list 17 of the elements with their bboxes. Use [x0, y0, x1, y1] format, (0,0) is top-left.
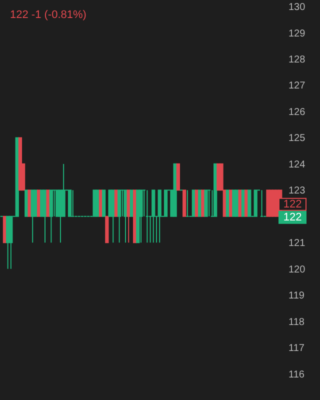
y-tick-label: 116 — [288, 369, 305, 380]
y-tick-label: 125 — [288, 133, 306, 144]
y-tick-label: 120 — [288, 264, 306, 276]
y-tick-label: 117 — [288, 343, 305, 354]
y-tick-label: 130 — [288, 2, 306, 14]
text: 122 -1 (-0.81%) — [10, 9, 86, 21]
y-tick-label: 126 — [288, 106, 306, 118]
y-tick-label: 123 — [288, 186, 306, 197]
y-tick-label: 129 — [288, 28, 306, 40]
text: 122 — [283, 198, 302, 210]
y-tick-label: 119 — [288, 290, 305, 302]
text: 122 — [283, 211, 302, 224]
y-tick-label: 121 — [288, 238, 306, 250]
y-tick-label: 128 — [288, 54, 306, 66]
y-tick-label: 124 — [288, 159, 306, 170]
y-tick-label: 127 — [288, 80, 306, 92]
y-tick-label: 118 — [288, 316, 305, 328]
